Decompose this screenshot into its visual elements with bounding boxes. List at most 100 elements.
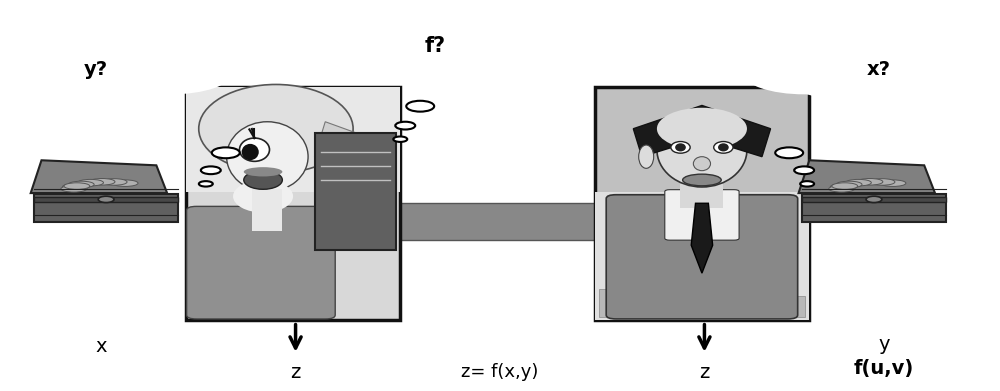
Ellipse shape	[842, 36, 1000, 91]
FancyBboxPatch shape	[665, 190, 739, 240]
FancyBboxPatch shape	[606, 195, 798, 319]
Bar	[802, 194, 946, 222]
Ellipse shape	[93, 47, 189, 80]
Circle shape	[201, 167, 221, 174]
Bar	[620, 276, 633, 317]
Ellipse shape	[786, 47, 882, 80]
Ellipse shape	[869, 179, 895, 185]
Text: f(u,v): f(u,v)	[854, 359, 914, 378]
Ellipse shape	[392, 5, 528, 53]
Ellipse shape	[309, 13, 472, 68]
Ellipse shape	[227, 122, 308, 192]
Polygon shape	[315, 122, 396, 250]
Bar	[595, 192, 809, 320]
Circle shape	[406, 101, 434, 112]
Ellipse shape	[89, 179, 115, 185]
Ellipse shape	[112, 180, 138, 187]
Bar	[400, 203, 595, 240]
Ellipse shape	[836, 181, 862, 188]
Ellipse shape	[675, 143, 686, 151]
Ellipse shape	[639, 145, 654, 168]
Ellipse shape	[3, 47, 99, 80]
Ellipse shape	[866, 196, 882, 203]
Ellipse shape	[814, 39, 894, 66]
Ellipse shape	[242, 144, 259, 160]
Ellipse shape	[333, 10, 537, 79]
Text: x?: x?	[867, 60, 891, 79]
Ellipse shape	[64, 183, 90, 189]
Polygon shape	[31, 160, 167, 193]
Bar	[661, 280, 676, 317]
Bar	[790, 296, 805, 317]
Ellipse shape	[857, 179, 883, 185]
Bar	[252, 189, 282, 231]
Ellipse shape	[0, 33, 198, 102]
Ellipse shape	[918, 61, 990, 86]
Text: x: x	[95, 337, 107, 357]
Bar	[706, 285, 719, 317]
Ellipse shape	[830, 184, 856, 190]
Ellipse shape	[342, 24, 438, 57]
Bar	[680, 170, 723, 208]
Ellipse shape	[714, 142, 733, 153]
Ellipse shape	[36, 47, 156, 88]
Ellipse shape	[60, 36, 222, 91]
Ellipse shape	[41, 63, 151, 93]
Ellipse shape	[78, 179, 103, 186]
Ellipse shape	[671, 142, 690, 153]
Ellipse shape	[876, 47, 972, 80]
Ellipse shape	[375, 24, 495, 64]
Ellipse shape	[864, 39, 944, 66]
Ellipse shape	[0, 36, 133, 91]
Bar	[186, 87, 400, 192]
Ellipse shape	[449, 29, 571, 71]
Bar	[34, 194, 178, 222]
Circle shape	[393, 136, 407, 142]
Ellipse shape	[324, 38, 396, 62]
Ellipse shape	[199, 84, 353, 173]
Ellipse shape	[832, 183, 858, 189]
Ellipse shape	[420, 15, 500, 43]
Ellipse shape	[829, 186, 855, 192]
Bar	[595, 87, 809, 320]
Ellipse shape	[81, 39, 161, 66]
Ellipse shape	[432, 24, 528, 57]
Ellipse shape	[342, 30, 528, 80]
Ellipse shape	[893, 52, 1000, 94]
Text: y?: y?	[84, 60, 108, 79]
Ellipse shape	[244, 167, 282, 176]
Ellipse shape	[786, 29, 922, 76]
Text: f?: f?	[425, 36, 446, 56]
Ellipse shape	[718, 143, 729, 151]
Bar	[315, 133, 396, 250]
Ellipse shape	[845, 179, 871, 186]
Ellipse shape	[53, 29, 189, 76]
Ellipse shape	[101, 179, 127, 185]
Circle shape	[794, 167, 814, 174]
Ellipse shape	[819, 47, 939, 88]
Ellipse shape	[299, 29, 421, 71]
Ellipse shape	[244, 170, 282, 189]
Circle shape	[800, 181, 814, 187]
Ellipse shape	[824, 63, 934, 93]
Ellipse shape	[370, 15, 450, 43]
Ellipse shape	[683, 174, 721, 186]
Ellipse shape	[880, 180, 906, 187]
Ellipse shape	[768, 61, 840, 86]
FancyBboxPatch shape	[187, 206, 335, 319]
Bar	[599, 289, 616, 317]
Ellipse shape	[743, 52, 865, 94]
Circle shape	[212, 147, 240, 158]
Ellipse shape	[657, 113, 747, 187]
Text: z: z	[699, 362, 710, 382]
Ellipse shape	[786, 53, 972, 103]
Circle shape	[395, 122, 415, 129]
Bar	[745, 280, 766, 317]
Text: z: z	[290, 362, 301, 382]
Polygon shape	[691, 203, 713, 273]
Polygon shape	[799, 160, 935, 193]
Bar	[638, 294, 657, 317]
Ellipse shape	[753, 36, 915, 91]
Bar	[723, 294, 741, 317]
Bar	[186, 87, 400, 320]
